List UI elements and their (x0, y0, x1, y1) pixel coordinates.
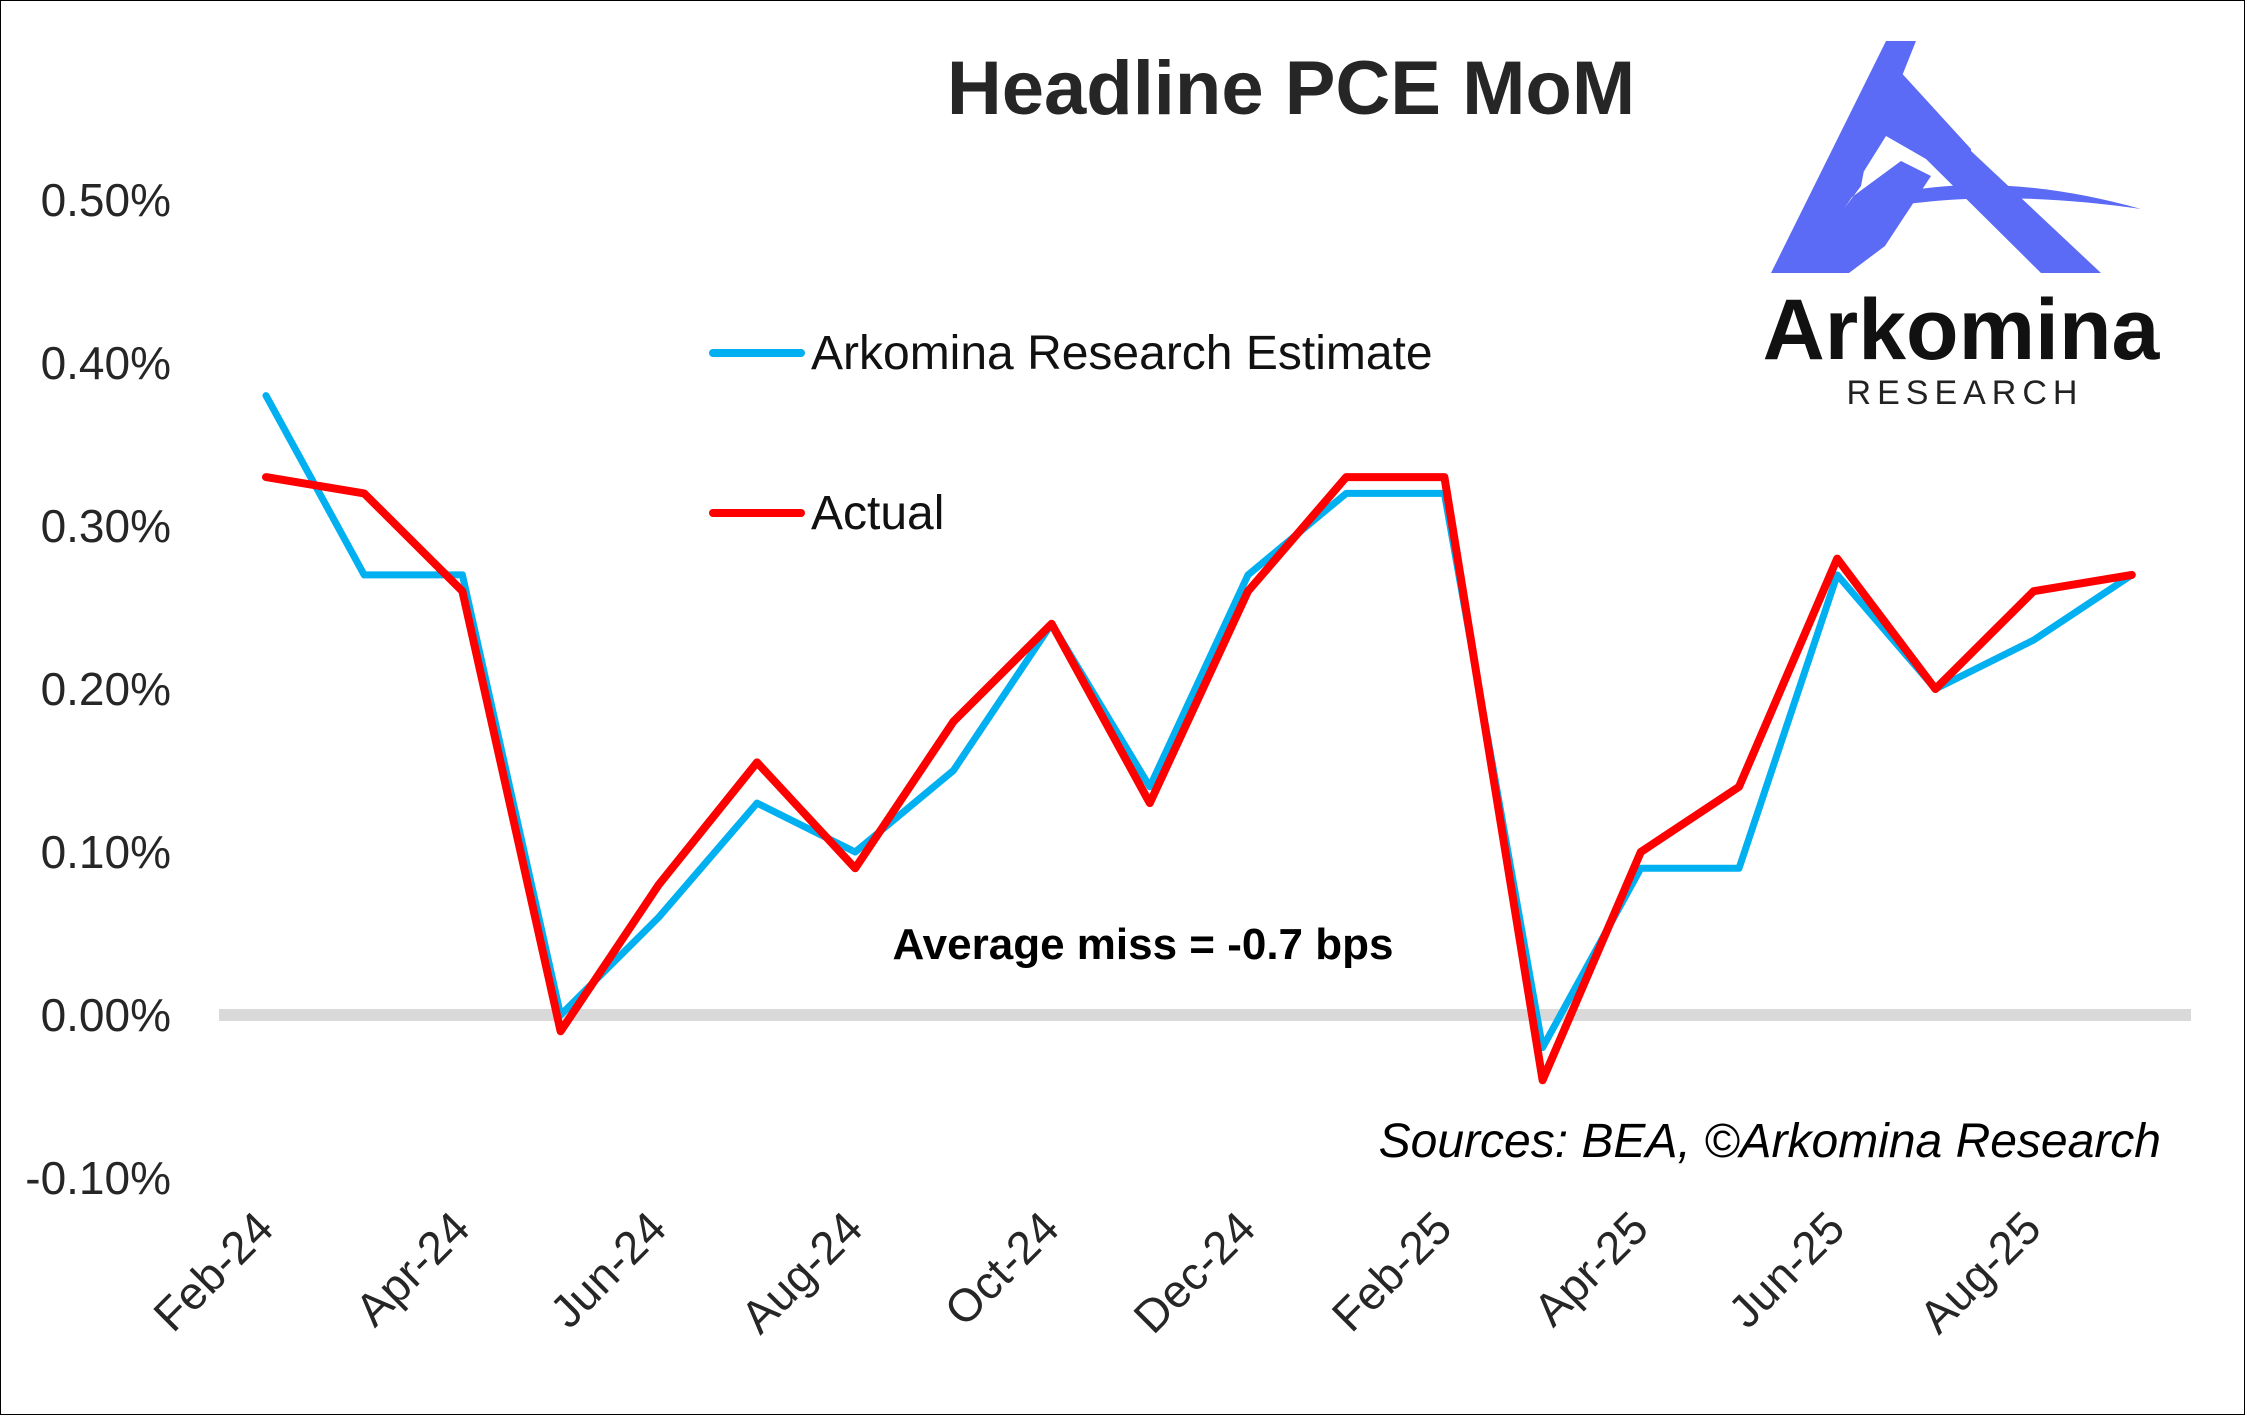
logo-subtitle: RESEARCH (1847, 374, 2084, 412)
legend: Arkomina Research Estimate Actual (709, 327, 1433, 540)
y-tick-label: 0.50% (41, 174, 171, 226)
x-tick-label: Apr-25 (1523, 1201, 1657, 1335)
y-tick-label: 0.00% (41, 989, 171, 1041)
legend-label-estimate: Arkomina Research Estimate (811, 327, 1433, 380)
x-tick-label: Aug-24 (731, 1201, 873, 1343)
x-tick-label: Oct-24 (934, 1201, 1068, 1335)
y-axis-tick-labels: 0.50% 0.40% 0.30% 0.20% 0.10% 0.00% -0.10% (25, 174, 171, 1204)
x-tick-label: Aug-25 (1909, 1201, 2051, 1343)
x-tick-label: Jun-25 (1718, 1201, 1854, 1337)
chart-title: Headline PCE MoM (947, 46, 1635, 131)
series-line-actual (262, 473, 2136, 1085)
logo-wordmark: Arkomina (1763, 282, 2161, 378)
average-miss-annotation: Average miss = -0.7 bps (893, 920, 1394, 969)
source-note: Sources: BEA, ©Arkomina Research (1379, 1115, 2161, 1168)
series-line-estimate (262, 392, 2136, 1052)
x-axis-tick-labels: Feb-24 Apr-24 Jun-24 Aug-24 Oct-24 Dec-24 Feb-… (143, 1201, 2050, 1343)
x-tick-label: Apr-24 (345, 1201, 479, 1335)
y-tick-label: -0.10% (25, 1152, 171, 1204)
y-tick-label: 0.10% (41, 826, 171, 878)
y-tick-label: 0.30% (41, 500, 171, 552)
y-tick-label: 0.20% (41, 663, 171, 715)
y-tick-label: 0.40% (41, 337, 171, 389)
legend-label-actual: Actual (811, 487, 944, 540)
x-tick-label: Feb-24 (143, 1201, 283, 1341)
arkomina-logo: Arkomina RESEARCH (1763, 41, 2161, 412)
x-tick-label: Feb-25 (1322, 1201, 1462, 1341)
logo-mark-icon (1771, 41, 2141, 273)
x-tick-label: Dec-24 (1123, 1201, 1265, 1343)
x-tick-label: Jun-24 (540, 1201, 676, 1337)
series-lines (262, 392, 2136, 1085)
